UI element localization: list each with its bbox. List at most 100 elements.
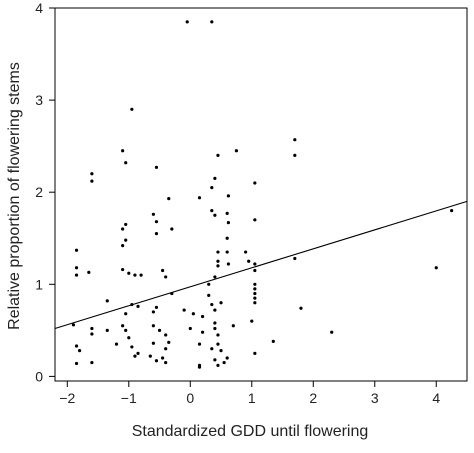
data-point (216, 250, 220, 254)
data-point (154, 220, 159, 224)
y-tick-label: 4 (35, 0, 43, 16)
data-point (210, 302, 214, 307)
data-point (148, 354, 152, 358)
data-point (247, 259, 251, 263)
data-point (154, 305, 159, 309)
data-point (226, 194, 231, 198)
data-point (299, 306, 303, 310)
data-point (216, 259, 220, 263)
data-point (124, 328, 128, 332)
data-point (225, 356, 229, 360)
data-point (188, 326, 192, 331)
data-point (121, 227, 125, 231)
data-point (271, 339, 275, 343)
y-axis-title: Relative proportion of flowering stems (6, 62, 23, 330)
data-point (253, 282, 257, 286)
data-point (77, 349, 82, 353)
data-point (253, 351, 257, 355)
data-point (124, 312, 128, 316)
data-point (293, 153, 297, 157)
data-point (105, 328, 109, 332)
x-axis-title: Standardized GDD until flowering (132, 423, 369, 440)
data-point (90, 179, 94, 183)
data-point (216, 333, 220, 337)
data-point (161, 356, 165, 360)
data-point (167, 197, 171, 201)
data-point (121, 267, 125, 272)
data-point (253, 262, 257, 266)
data-point (121, 149, 125, 153)
data-point (170, 227, 174, 231)
data-point (244, 250, 248, 254)
data-point (219, 349, 223, 353)
data-point (216, 264, 220, 268)
data-point (197, 342, 202, 346)
data-point (216, 363, 220, 367)
data-point (170, 291, 174, 296)
data-point (207, 282, 211, 286)
data-point (127, 271, 131, 275)
data-point (231, 324, 235, 328)
x-tick-label: −2 (59, 390, 75, 406)
y-tick-label: 3 (35, 92, 43, 108)
data-point (161, 268, 165, 273)
x-tick-label: −1 (121, 390, 137, 406)
data-point (90, 332, 94, 336)
data-point (434, 266, 438, 270)
data-point (182, 308, 186, 312)
y-tick-label: 1 (35, 276, 43, 292)
y-axis: 0 1 2 3 4 (35, 0, 55, 384)
data-point (450, 209, 454, 213)
data-point (90, 326, 94, 331)
y-tick-label: 0 (35, 368, 43, 384)
data-point (253, 268, 257, 273)
data-point (226, 262, 231, 266)
data-point (197, 365, 202, 369)
y-tick-label: 2 (35, 184, 43, 200)
data-point (226, 220, 231, 225)
data-point (253, 301, 257, 305)
data-point (216, 153, 220, 157)
data-point (253, 218, 257, 222)
data-point (197, 196, 202, 200)
data-point (124, 222, 128, 227)
data-point (136, 351, 140, 355)
x-tick-label: 2 (309, 390, 317, 406)
data-point (253, 291, 257, 296)
data-point (74, 273, 79, 277)
data-point (210, 20, 214, 24)
data-point (130, 302, 134, 307)
data-point (164, 275, 168, 279)
data-point (213, 326, 217, 331)
data-point (225, 250, 229, 254)
data-point (253, 296, 257, 300)
data-point (157, 328, 162, 332)
x-tick-label: 4 (432, 390, 440, 406)
data-point (164, 360, 168, 365)
data-point (121, 244, 125, 248)
data-point (216, 342, 220, 346)
data-point (234, 149, 239, 153)
data-point (293, 256, 297, 261)
data-point (225, 211, 229, 215)
x-tick-label: 1 (248, 390, 256, 406)
data-point (210, 347, 214, 351)
data-point (105, 299, 109, 303)
data-point (130, 345, 134, 349)
data-point (151, 310, 155, 314)
data-point (213, 358, 217, 362)
data-point (154, 165, 159, 169)
data-point (151, 212, 155, 216)
data-point (219, 301, 223, 305)
data-point (200, 314, 205, 319)
data-point (90, 360, 94, 365)
data-point (130, 107, 134, 111)
data-point (71, 323, 76, 327)
data-point (213, 213, 217, 217)
data-points (71, 20, 454, 369)
data-point (136, 304, 140, 308)
data-point (164, 347, 168, 351)
data-point (74, 266, 79, 270)
data-point (114, 342, 119, 346)
